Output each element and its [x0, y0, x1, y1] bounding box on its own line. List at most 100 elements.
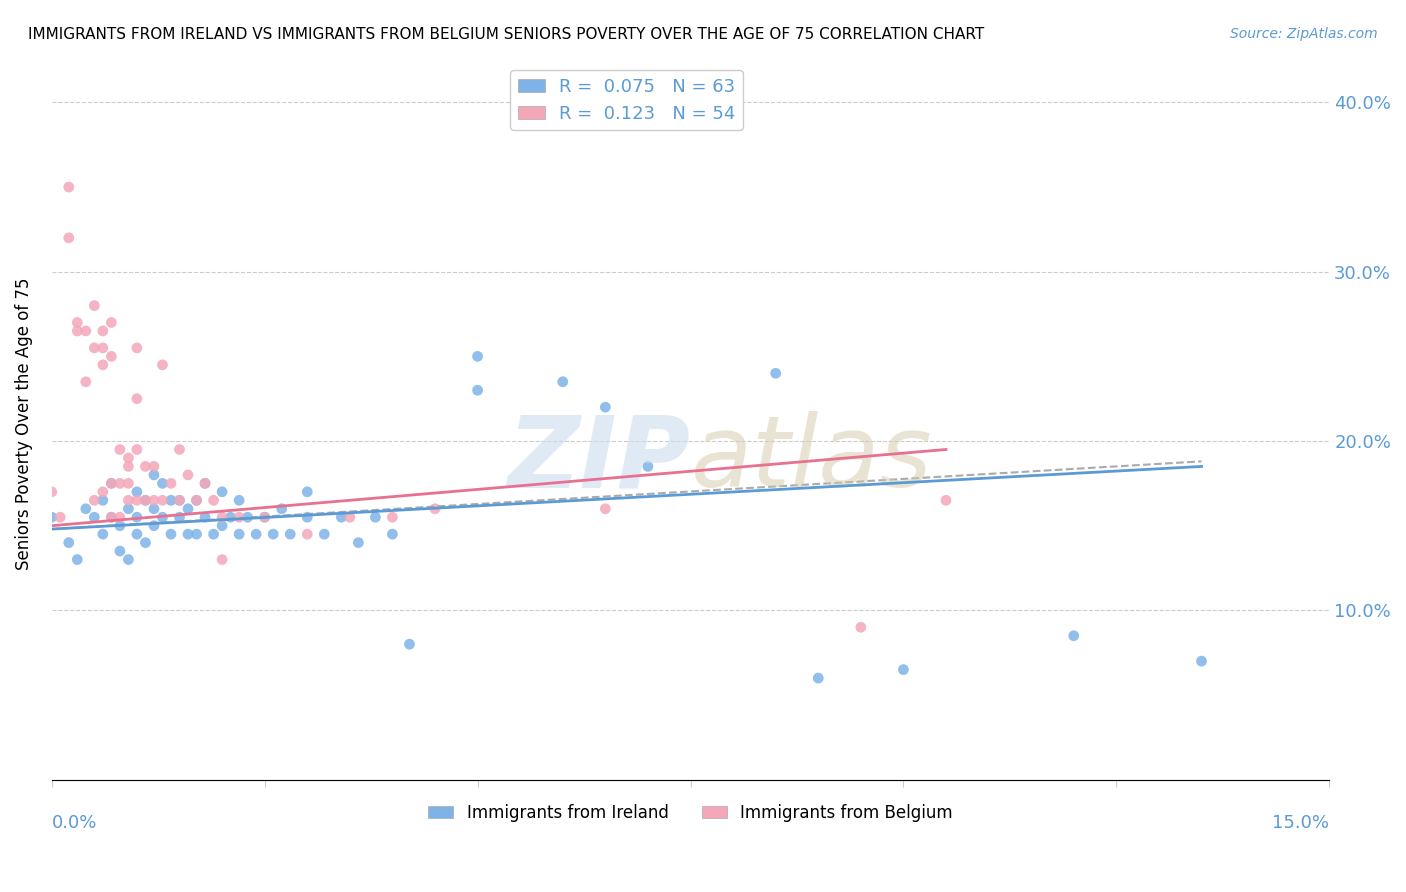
Point	[381, 527, 404, 541]
Point	[297, 527, 319, 541]
Point	[134, 493, 156, 508]
Point	[423, 501, 446, 516]
Point	[194, 476, 217, 491]
Point	[91, 341, 114, 355]
Point	[849, 620, 872, 634]
Point	[125, 493, 148, 508]
Point	[595, 501, 617, 516]
Point	[75, 501, 97, 516]
Point	[186, 493, 208, 508]
Point	[117, 552, 139, 566]
Point	[134, 535, 156, 549]
Point	[134, 459, 156, 474]
Point	[83, 341, 105, 355]
Point	[253, 510, 276, 524]
Point	[152, 493, 174, 508]
Text: IMMIGRANTS FROM IRELAND VS IMMIGRANTS FROM BELGIUM SENIORS POVERTY OVER THE AGE : IMMIGRANTS FROM IRELAND VS IMMIGRANTS FR…	[28, 27, 984, 42]
Point	[117, 450, 139, 465]
Point	[347, 535, 370, 549]
Point	[83, 493, 105, 508]
Point	[202, 493, 225, 508]
Point	[219, 510, 242, 524]
Point	[228, 527, 250, 541]
Point	[108, 510, 131, 524]
Point	[381, 510, 404, 524]
Point	[211, 510, 233, 524]
Point	[91, 358, 114, 372]
Point	[108, 442, 131, 457]
Text: atlas: atlas	[690, 411, 932, 508]
Point	[66, 316, 89, 330]
Point	[228, 510, 250, 524]
Point	[75, 375, 97, 389]
Point	[100, 476, 122, 491]
Point	[75, 324, 97, 338]
Point	[245, 527, 267, 541]
Point	[169, 493, 191, 508]
Point	[297, 510, 319, 524]
Point	[142, 467, 165, 482]
Point	[186, 493, 208, 508]
Point	[177, 527, 200, 541]
Legend: Immigrants from Ireland, Immigrants from Belgium: Immigrants from Ireland, Immigrants from…	[422, 797, 959, 829]
Point	[66, 552, 89, 566]
Point	[58, 180, 80, 194]
Point	[100, 510, 122, 524]
Text: ZIP: ZIP	[508, 411, 690, 508]
Point	[297, 484, 319, 499]
Point	[117, 501, 139, 516]
Point	[169, 493, 191, 508]
Point	[330, 510, 353, 524]
Point	[186, 527, 208, 541]
Point	[142, 459, 165, 474]
Text: 0.0%: 0.0%	[52, 814, 97, 832]
Point	[100, 316, 122, 330]
Point	[152, 358, 174, 372]
Point	[398, 637, 420, 651]
Point	[125, 341, 148, 355]
Point	[194, 510, 217, 524]
Point	[807, 671, 830, 685]
Point	[125, 510, 148, 524]
Point	[117, 476, 139, 491]
Text: Source: ZipAtlas.com: Source: ZipAtlas.com	[1230, 27, 1378, 41]
Point	[152, 510, 174, 524]
Point	[134, 493, 156, 508]
Point	[100, 476, 122, 491]
Point	[91, 324, 114, 338]
Point	[194, 476, 217, 491]
Point	[108, 476, 131, 491]
Point	[893, 663, 915, 677]
Point	[202, 527, 225, 541]
Point	[117, 459, 139, 474]
Point	[262, 527, 284, 541]
Point	[637, 459, 659, 474]
Point	[160, 527, 183, 541]
Point	[108, 544, 131, 558]
Point	[125, 484, 148, 499]
Point	[364, 510, 387, 524]
Point	[160, 493, 183, 508]
Point	[100, 350, 122, 364]
Point	[125, 527, 148, 541]
Point	[100, 510, 122, 524]
Point	[160, 476, 183, 491]
Point	[142, 501, 165, 516]
Point	[935, 493, 957, 508]
Point	[211, 552, 233, 566]
Point	[177, 501, 200, 516]
Point	[108, 518, 131, 533]
Point	[765, 366, 787, 380]
Point	[595, 400, 617, 414]
Point	[49, 510, 72, 524]
Point	[253, 510, 276, 524]
Point	[58, 535, 80, 549]
Point	[270, 501, 292, 516]
Point	[152, 476, 174, 491]
Point	[125, 442, 148, 457]
Point	[228, 493, 250, 508]
Point	[177, 467, 200, 482]
Point	[551, 375, 574, 389]
Point	[125, 392, 148, 406]
Point	[117, 493, 139, 508]
